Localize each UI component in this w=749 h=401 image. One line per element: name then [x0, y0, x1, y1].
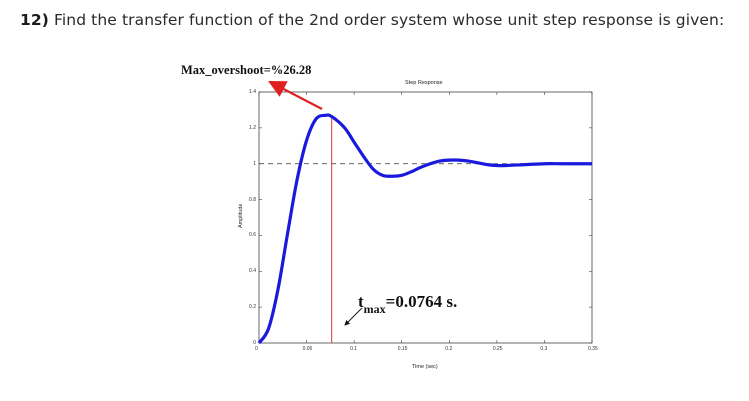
- question-body: Find the transfer function of the 2nd or…: [54, 11, 725, 29]
- y-tick-label: 0.4: [249, 268, 256, 275]
- y-tick-label: 1.4: [249, 89, 256, 95]
- x-tick-label: 0.05: [302, 346, 313, 352]
- x-tick-label: 0.35: [588, 346, 598, 352]
- y-tick-label: 0.6: [249, 232, 256, 239]
- overshoot-arrow: [268, 80, 323, 110]
- x-tick-label: 0.25: [492, 346, 503, 352]
- tmax-value: =0.0764 s.: [385, 292, 458, 311]
- axes-box: [258, 91, 593, 344]
- question-text: 12) Find the transfer function of the 2n…: [20, 11, 724, 29]
- x-tick-label: 0.1: [350, 346, 358, 352]
- y-tick-label: 1.2: [249, 124, 256, 131]
- y-tick-label: 0.2: [249, 304, 256, 311]
- tmax-subscript: max: [363, 302, 386, 316]
- x-tick-label: 0.3: [540, 346, 548, 352]
- chart-title: Step Response: [405, 80, 443, 86]
- x-tick-label: 0.2: [445, 346, 453, 352]
- step-response-curve: [257, 113, 592, 344]
- tmax-annotation: tmax=0.0764 s.: [358, 292, 458, 316]
- question-number: 12): [20, 11, 49, 29]
- y-tick-label: 1: [253, 160, 256, 167]
- y-tick-label: 0.8: [249, 196, 256, 203]
- y-tick-label: 0: [253, 340, 256, 346]
- x-axis-label: Time (sec): [412, 364, 438, 370]
- overshoot-annotation: Max_overshoot=%26.28: [181, 63, 312, 77]
- x-tick-label: 0.15: [397, 346, 408, 352]
- x-tick-label: 0: [255, 346, 258, 352]
- tmax-symbol: t: [358, 292, 364, 311]
- tmax-arrow: [344, 307, 363, 326]
